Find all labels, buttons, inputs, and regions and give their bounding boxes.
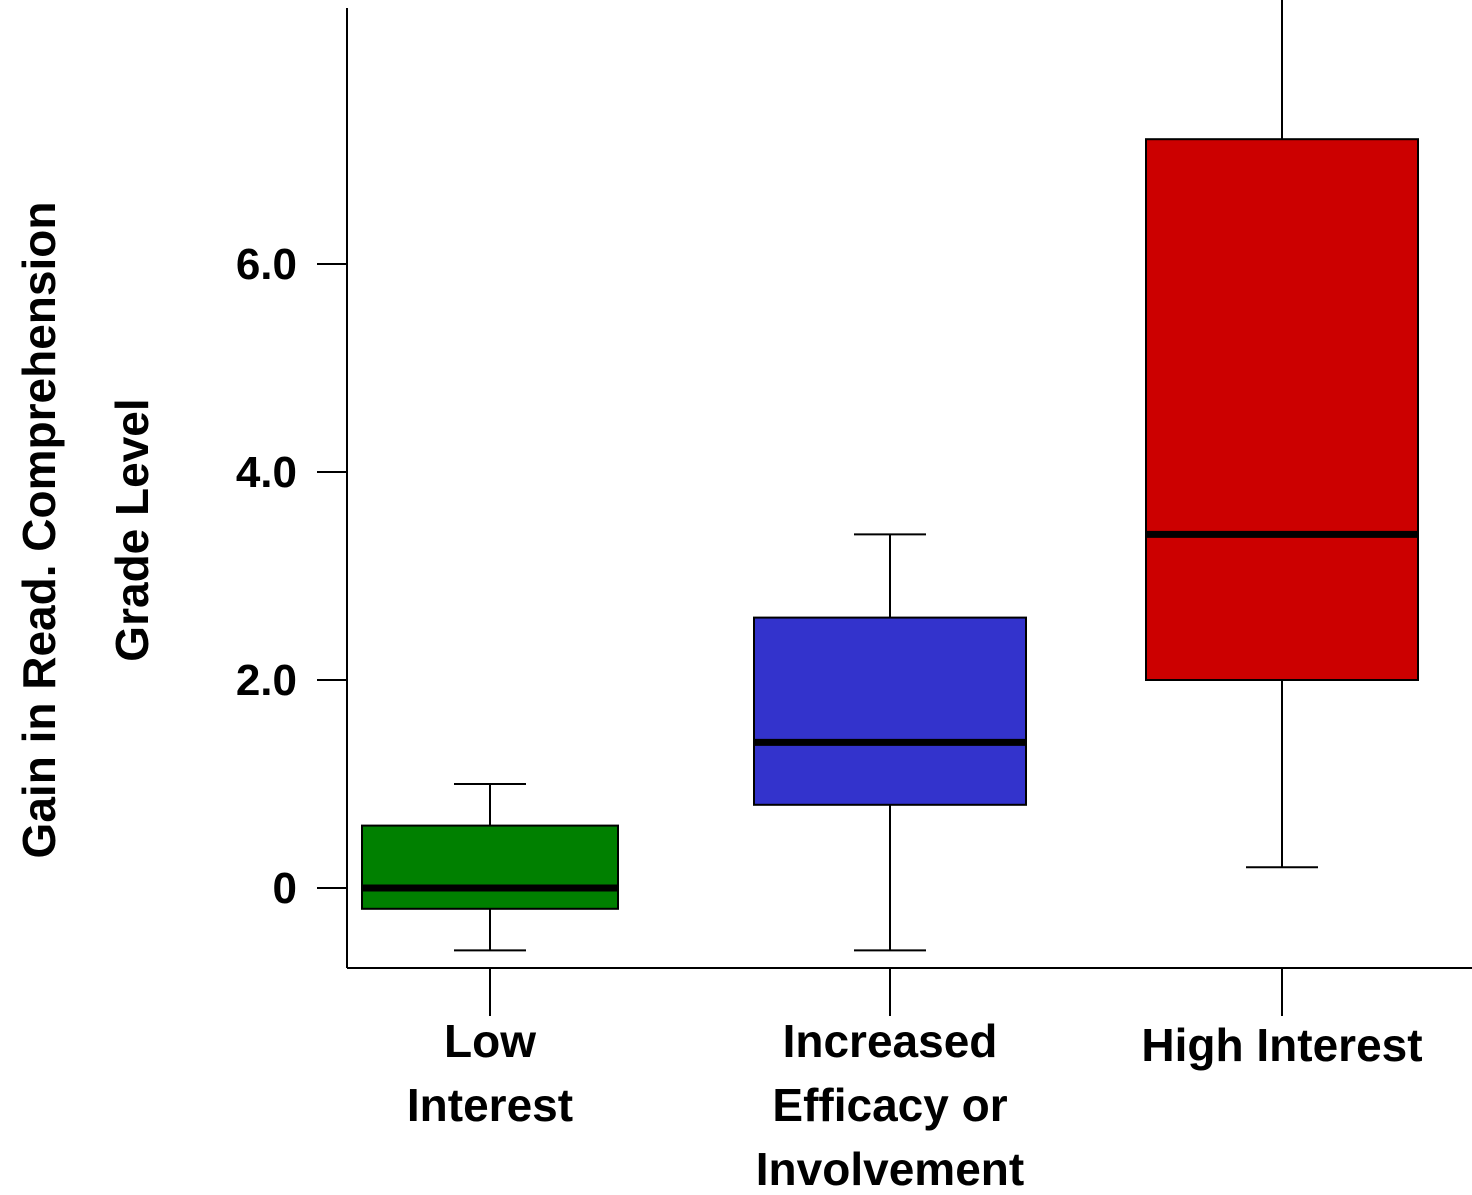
x-category-label: Increased xyxy=(783,1015,998,1067)
x-category-label: Involvement xyxy=(756,1143,1024,1195)
box-group xyxy=(1145,0,1419,869)
x-axis-category-labels: Low Interest Increased Efficacy or Involveme… xyxy=(407,968,1423,1195)
box-iqr xyxy=(753,616,1027,806)
box-iqr xyxy=(1145,138,1419,681)
box-group xyxy=(753,533,1027,952)
x-category-label: Efficacy or xyxy=(772,1079,1007,1131)
box-series xyxy=(361,0,1419,952)
y-tick-label: 4.0 xyxy=(236,448,297,497)
box-group xyxy=(361,783,619,952)
y-tick-label: 0 xyxy=(273,864,297,913)
y-tick-label: 2.0 xyxy=(236,656,297,705)
y-tick-label: 6.0 xyxy=(236,240,297,289)
y-axis-label-line: Grade Level xyxy=(106,398,158,661)
y-axis-label-line: Gain in Read. Comprehension xyxy=(13,202,65,859)
y-axis-label: Gain in Read. Comprehension Grade Level xyxy=(13,202,158,859)
x-category-label: Interest xyxy=(407,1079,573,1131)
x-category-label: High Interest xyxy=(1141,1019,1422,1071)
x-category-label: Low xyxy=(444,1015,536,1067)
box-iqr xyxy=(361,824,619,910)
axes: 0 2.0 4.0 6.0 xyxy=(236,8,1472,969)
